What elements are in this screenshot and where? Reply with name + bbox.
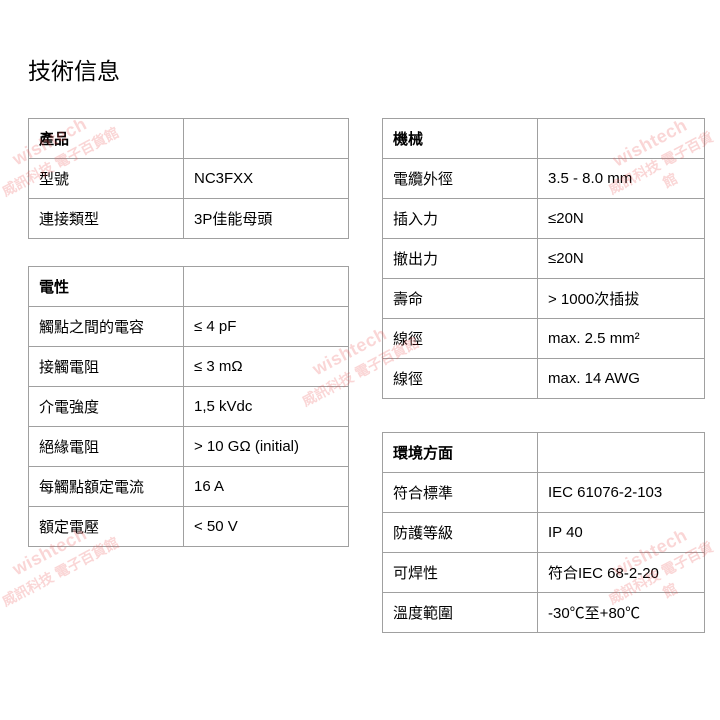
table-header: 環境方面	[383, 433, 538, 473]
table-row: 絕緣電阻> 10 GΩ (initial)	[29, 427, 349, 467]
cell-label: 撤出力	[383, 239, 538, 279]
cell-value: 1,5 kVdc	[184, 387, 349, 427]
table-row: 線徑max. 14 AWG	[383, 359, 705, 399]
page-title: 技術信息	[28, 52, 120, 86]
table-row: 符合標準IEC 61076-2-103	[383, 473, 705, 513]
cell-value: 3.5 - 8.0 mm	[538, 159, 705, 199]
cell-label: 溫度範圍	[383, 593, 538, 633]
cell-value: < 50 V	[184, 507, 349, 547]
table-row: 插入力≤20N	[383, 199, 705, 239]
table-mechanical: 機械 電纜外徑3.5 - 8.0 mm 插入力≤20N 撤出力≤20N 壽命> …	[382, 118, 705, 399]
cell-value: ≤ 3 mΩ	[184, 347, 349, 387]
cell-label: 額定電壓	[29, 507, 184, 547]
cell-label: 線徑	[383, 319, 538, 359]
cell-value: max. 2.5 mm²	[538, 319, 705, 359]
table-header-spacer	[184, 267, 349, 307]
table-row: 電纜外徑3.5 - 8.0 mm	[383, 159, 705, 199]
table-row: 線徑max. 2.5 mm²	[383, 319, 705, 359]
cell-label: 電纜外徑	[383, 159, 538, 199]
table-row: 壽命> 1000次插拔	[383, 279, 705, 319]
table-electrical: 電性 觸點之間的電容≤ 4 pF 接觸電阻≤ 3 mΩ 介電強度1,5 kVdc…	[28, 266, 349, 547]
cell-value: > 10 GΩ (initial)	[184, 427, 349, 467]
cell-value: > 1000次插拔	[538, 279, 705, 319]
cell-label: 插入力	[383, 199, 538, 239]
table-row: 介電強度1,5 kVdc	[29, 387, 349, 427]
table-header-spacer	[538, 433, 705, 473]
table-header-spacer	[184, 119, 349, 159]
cell-label: 觸點之間的電容	[29, 307, 184, 347]
cell-value: max. 14 AWG	[538, 359, 705, 399]
cell-label: 壽命	[383, 279, 538, 319]
cell-label: 介電強度	[29, 387, 184, 427]
cell-value: ≤20N	[538, 239, 705, 279]
cell-label: 型號	[29, 159, 184, 199]
cell-value: ≤20N	[538, 199, 705, 239]
table-row: 防護等級IP 40	[383, 513, 705, 553]
cell-label: 絕緣電阻	[29, 427, 184, 467]
table-header: 電性	[29, 267, 184, 307]
table-row: 撤出力≤20N	[383, 239, 705, 279]
table-row: 額定電壓< 50 V	[29, 507, 349, 547]
cell-value: 符合IEC 68-2-20	[538, 553, 705, 593]
cell-label: 連接類型	[29, 199, 184, 239]
table-product: 產品 型號 NC3FXX 連接類型 3P佳能母頭	[28, 118, 349, 239]
cell-value: IEC 61076-2-103	[538, 473, 705, 513]
table-row: 可焊性符合IEC 68-2-20	[383, 553, 705, 593]
cell-value: IP 40	[538, 513, 705, 553]
table-row: 溫度範圍-30℃至+80℃	[383, 593, 705, 633]
cell-label: 防護等級	[383, 513, 538, 553]
table-row: 每觸點額定電流16 A	[29, 467, 349, 507]
cell-label: 可焊性	[383, 553, 538, 593]
table-row: 觸點之間的電容≤ 4 pF	[29, 307, 349, 347]
cell-label: 線徑	[383, 359, 538, 399]
cell-label: 符合標準	[383, 473, 538, 513]
cell-value: 3P佳能母頭	[184, 199, 349, 239]
cell-label: 接觸電阻	[29, 347, 184, 387]
cell-label: 每觸點額定電流	[29, 467, 184, 507]
cell-value: -30℃至+80℃	[538, 593, 705, 633]
cell-value: ≤ 4 pF	[184, 307, 349, 347]
cell-value: 16 A	[184, 467, 349, 507]
table-header: 產品	[29, 119, 184, 159]
table-row: 連接類型 3P佳能母頭	[29, 199, 349, 239]
table-row: 接觸電阻≤ 3 mΩ	[29, 347, 349, 387]
table-header-spacer	[538, 119, 705, 159]
table-row: 型號 NC3FXX	[29, 159, 349, 199]
table-header: 機械	[383, 119, 538, 159]
table-environmental: 環境方面 符合標準IEC 61076-2-103 防護等級IP 40 可焊性符合…	[382, 432, 705, 633]
cell-value: NC3FXX	[184, 159, 349, 199]
